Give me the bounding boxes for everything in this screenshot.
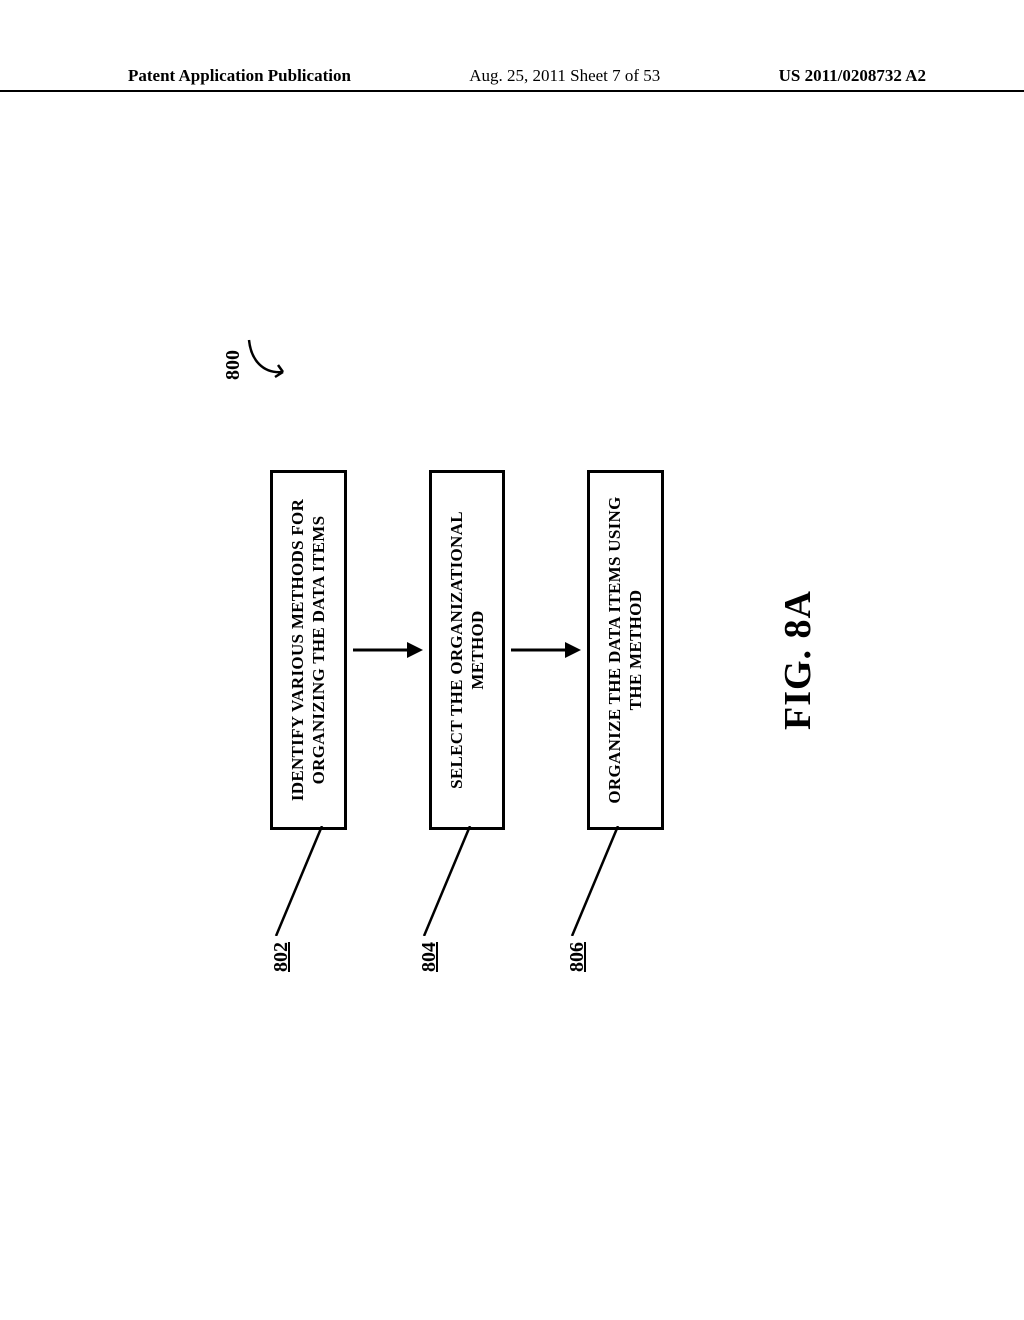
leader-804: 804 [418, 826, 474, 972]
figure-ref-800-label: 800 [222, 350, 244, 380]
leader-806: 806 [566, 826, 622, 972]
figure-caption: FIG. 8A [776, 340, 820, 980]
flow-box-802: IDENTIFY VARIOUS METHODS FOR ORGANIZING … [270, 470, 347, 830]
flow-arrow-1 [353, 470, 423, 830]
page-header: Patent Application Publication Aug. 25, … [0, 66, 1024, 92]
leader-line-icon [566, 826, 622, 936]
leader-804-label: 804 [418, 942, 441, 972]
header-center: Aug. 25, 2011 Sheet 7 of 53 [469, 66, 660, 86]
flow-box-804: SELECT THE ORGANIZATIONAL METHOD [429, 470, 506, 830]
page: Patent Application Publication Aug. 25, … [0, 0, 1024, 1320]
flow-box-804-label: SELECT THE ORGANIZATIONAL METHOD [447, 511, 487, 789]
leader-line-icon [418, 826, 474, 936]
flow-column: IDENTIFY VARIOUS METHODS FOR ORGANIZING … [270, 470, 664, 830]
figure-ref-800: 800 [222, 336, 289, 380]
leader-802: 802 [270, 826, 326, 972]
leader-802-label: 802 [270, 942, 293, 972]
curved-arrow-icon [245, 336, 289, 380]
figure-frame: 800 IDENTIFY VARIOUS METHODS FOR ORGANIZ… [150, 300, 870, 1020]
flowchart-figure: 800 IDENTIFY VARIOUS METHODS FOR ORGANIZ… [230, 340, 790, 980]
leader-806-label: 806 [566, 942, 589, 972]
leader-line-icon [270, 826, 326, 936]
flow-box-802-label: IDENTIFY VARIOUS METHODS FOR ORGANIZING … [288, 499, 328, 801]
flow-arrow-2 [511, 470, 581, 830]
flow-box-806-label: ORGANIZE THE DATA ITEMS USING THE METHOD [605, 496, 645, 803]
header-left: Patent Application Publication [128, 66, 351, 86]
flow-box-806: ORGANIZE THE DATA ITEMS USING THE METHOD [587, 470, 664, 830]
header-right: US 2011/0208732 A2 [779, 66, 926, 86]
